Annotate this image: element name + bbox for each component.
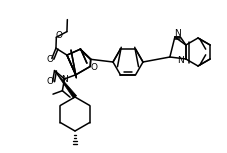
Text: O: O [46,77,53,86]
Text: O: O [46,55,53,64]
Text: O: O [56,31,63,40]
Text: N: N [173,30,180,39]
Text: N: N [61,75,68,84]
Text: N: N [177,56,183,65]
Text: O: O [90,63,97,72]
Polygon shape [54,71,76,98]
